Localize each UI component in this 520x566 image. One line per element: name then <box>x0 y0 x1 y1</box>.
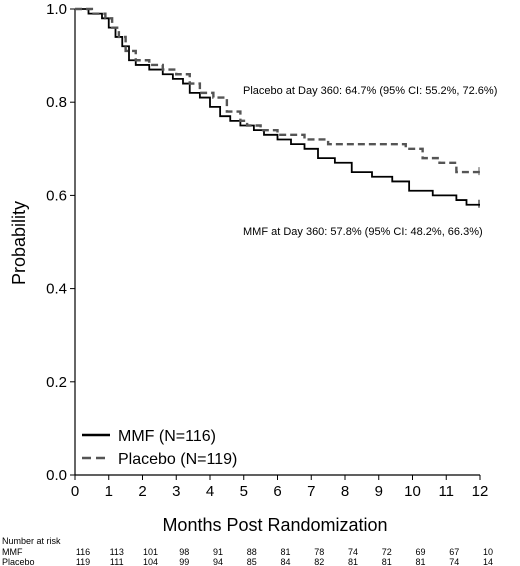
risk-cell: 81 <box>348 557 358 566</box>
risk-cell: 67 <box>449 547 459 557</box>
series-line-placebo <box>75 7 480 174</box>
x-tick-label: 1 <box>105 483 113 500</box>
risk-cell: 84 <box>280 557 290 566</box>
risk-cell: 113 <box>110 547 124 557</box>
risk-cell: 91 <box>213 547 223 557</box>
x-tick-label: 0 <box>71 483 79 500</box>
risk-cell: 81 <box>280 547 290 557</box>
x-tick-label: 2 <box>138 483 146 500</box>
placebo-day360-annotation: Placebo at Day 360: 64.7% (95% CI: 55.2%… <box>243 85 497 97</box>
y-tick-label: 0.4 <box>46 281 67 298</box>
series-layer <box>75 7 480 208</box>
risk-cell: 81 <box>382 557 392 566</box>
legend: MMF (N=116) Placebo (N=119) <box>82 428 237 468</box>
risk-cell: 78 <box>314 547 324 557</box>
risk-cell: 10 <box>483 547 493 557</box>
x-tick-label: 8 <box>341 483 349 500</box>
risk-cell: 72 <box>382 547 392 557</box>
x-tick-label: 7 <box>307 483 315 500</box>
annotations: Placebo at Day 360: 64.7% (95% CI: 55.2%… <box>243 85 497 238</box>
risk-cell: 82 <box>314 557 324 566</box>
x-tick-label: 3 <box>172 483 180 500</box>
risk-cell: 74 <box>449 557 459 566</box>
x-axis-title: Months Post Randomization <box>162 515 387 535</box>
x-tick-label: 9 <box>375 483 383 500</box>
y-tick-label: 0.6 <box>46 187 67 204</box>
risk-cell: 69 <box>415 547 425 557</box>
x-tick-label: 12 <box>472 483 489 500</box>
y-tick-label: 0.0 <box>46 467 67 484</box>
series-line-mmf <box>75 8 480 206</box>
risk-cell: 85 <box>247 557 257 566</box>
risk-row-label: Placebo <box>2 557 35 566</box>
mmf-day360-annotation: MMF at Day 360: 57.8% (95% CI: 48.2%, 66… <box>243 226 483 238</box>
x-tick-label: 6 <box>273 483 281 500</box>
risk-cell: 88 <box>247 547 257 557</box>
risk-cell: 116 <box>76 547 90 557</box>
axes: 0 1 2 3 4 5 6 7 8 9 10 11 120.00.20.40.60.81.0 <box>46 1 488 500</box>
risk-row-label: MMF <box>2 547 23 557</box>
x-tick-label: 4 <box>206 483 214 500</box>
risk-cell: 98 <box>179 547 189 557</box>
risk-cell: 111 <box>110 557 124 566</box>
x-tick-label: 10 <box>404 483 421 500</box>
legend-label-placebo: Placebo (N=119) <box>118 451 237 468</box>
risk-cell: 104 <box>143 557 158 566</box>
risk-cell: 99 <box>179 557 189 566</box>
risk-cell: 101 <box>143 547 158 557</box>
y-tick-label: 1.0 <box>46 1 67 18</box>
y-tick-label: 0.2 <box>46 374 67 391</box>
y-tick-label: 0.8 <box>46 94 67 111</box>
risk-cell: 74 <box>348 547 358 557</box>
risk-cell: 81 <box>415 557 425 566</box>
risk-cell: 14 <box>483 557 493 566</box>
x-tick-label: 5 <box>240 483 248 500</box>
x-tick-label: 11 <box>438 483 454 500</box>
risk-cell: 119 <box>76 557 90 566</box>
risk-table-title: Number at risk <box>2 536 61 546</box>
legend-label-mmf: MMF (N=116) <box>118 428 216 445</box>
y-axis-title: Probability <box>9 201 29 285</box>
risk-cell: 94 <box>213 557 223 566</box>
